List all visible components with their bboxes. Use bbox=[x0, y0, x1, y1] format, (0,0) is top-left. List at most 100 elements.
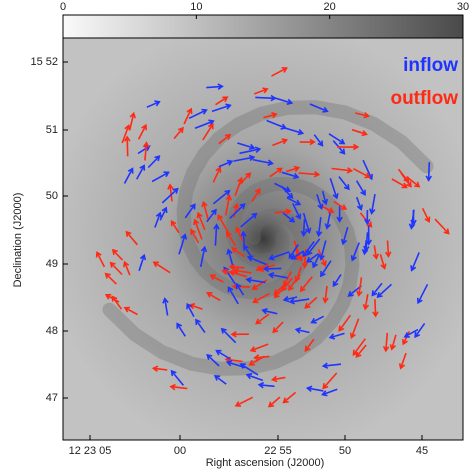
vector bbox=[355, 344, 367, 359]
vector bbox=[239, 146, 262, 155]
vector bbox=[227, 286, 239, 305]
vector bbox=[361, 240, 369, 256]
vector bbox=[235, 226, 244, 242]
y-tick-label: 50 bbox=[46, 190, 58, 202]
vector bbox=[245, 373, 264, 382]
vector bbox=[167, 183, 174, 202]
vector bbox=[253, 87, 269, 95]
vector bbox=[121, 124, 131, 144]
vector bbox=[329, 178, 339, 200]
vector bbox=[228, 263, 245, 271]
vector bbox=[302, 241, 315, 258]
vector bbox=[263, 112, 278, 119]
vector bbox=[391, 178, 408, 189]
vector bbox=[281, 171, 300, 180]
velocity-vectors bbox=[95, 67, 450, 408]
vector bbox=[206, 208, 217, 223]
vector bbox=[169, 383, 188, 391]
vector bbox=[252, 158, 274, 166]
vector bbox=[328, 133, 346, 145]
vector bbox=[183, 107, 193, 125]
vector bbox=[245, 276, 266, 284]
vector bbox=[246, 255, 267, 266]
vector bbox=[340, 226, 349, 246]
vector bbox=[202, 122, 214, 141]
vector bbox=[240, 212, 258, 228]
vector bbox=[257, 381, 275, 389]
vector bbox=[138, 253, 147, 272]
vector bbox=[298, 171, 321, 178]
vector bbox=[305, 385, 324, 393]
vector bbox=[170, 369, 185, 386]
vector bbox=[321, 388, 338, 397]
vector bbox=[270, 375, 286, 383]
vector bbox=[237, 142, 256, 151]
vector bbox=[249, 343, 269, 353]
vector bbox=[217, 214, 230, 234]
vector bbox=[389, 334, 397, 351]
vector bbox=[206, 353, 220, 367]
vector bbox=[206, 292, 221, 302]
vector bbox=[237, 172, 252, 187]
vector bbox=[338, 176, 350, 191]
vector bbox=[234, 396, 254, 407]
vector bbox=[272, 96, 294, 105]
vector bbox=[231, 247, 245, 258]
vector bbox=[233, 154, 256, 162]
vector bbox=[109, 261, 123, 276]
x-axis-label: Right ascension (J2000) bbox=[206, 457, 325, 469]
vector bbox=[212, 189, 231, 205]
vector bbox=[111, 248, 124, 261]
vector bbox=[355, 112, 370, 119]
vector bbox=[123, 260, 131, 276]
vector bbox=[137, 123, 147, 140]
spiral-arm bbox=[176, 100, 434, 300]
vector bbox=[195, 318, 206, 333]
vector bbox=[362, 293, 370, 311]
y-tick-label: 47 bbox=[46, 392, 58, 404]
vector bbox=[410, 252, 420, 272]
vector bbox=[274, 182, 292, 193]
vector bbox=[239, 363, 259, 376]
vector bbox=[267, 272, 288, 279]
y-tick-label: 48 bbox=[46, 325, 58, 337]
vector bbox=[269, 167, 283, 178]
vector bbox=[290, 250, 305, 260]
x-tick-label: 00 bbox=[174, 445, 186, 457]
vector bbox=[282, 212, 296, 223]
vector bbox=[188, 303, 203, 310]
vector bbox=[288, 274, 301, 292]
vector bbox=[356, 277, 363, 297]
vector bbox=[299, 276, 313, 293]
vector bbox=[310, 315, 325, 324]
vector bbox=[215, 349, 231, 360]
vector bbox=[213, 223, 220, 246]
vector bbox=[371, 282, 383, 297]
colorbar-tick-label: 0 bbox=[60, 1, 66, 13]
vector bbox=[312, 254, 321, 269]
vector bbox=[123, 306, 138, 316]
vector bbox=[266, 119, 288, 130]
y-tick-label: 51 bbox=[46, 124, 58, 136]
vector bbox=[322, 372, 338, 390]
vector bbox=[255, 313, 270, 325]
vector bbox=[350, 242, 360, 262]
vector bbox=[379, 254, 387, 270]
vector bbox=[331, 167, 354, 174]
vector bbox=[305, 252, 320, 263]
vector bbox=[376, 283, 393, 299]
vector bbox=[218, 159, 234, 168]
vector bbox=[302, 212, 312, 234]
vector bbox=[251, 187, 261, 202]
colorbar-tick-label: 30 bbox=[457, 1, 469, 13]
vector bbox=[162, 297, 169, 316]
vector bbox=[173, 126, 184, 140]
vector bbox=[229, 203, 246, 219]
x-tick-label: 45 bbox=[416, 445, 428, 457]
vector bbox=[364, 209, 371, 226]
vector bbox=[206, 83, 224, 90]
y-axis-label: Declination (J2000) bbox=[12, 193, 24, 288]
vector bbox=[243, 244, 253, 258]
vector bbox=[283, 271, 292, 287]
vector bbox=[288, 298, 310, 305]
